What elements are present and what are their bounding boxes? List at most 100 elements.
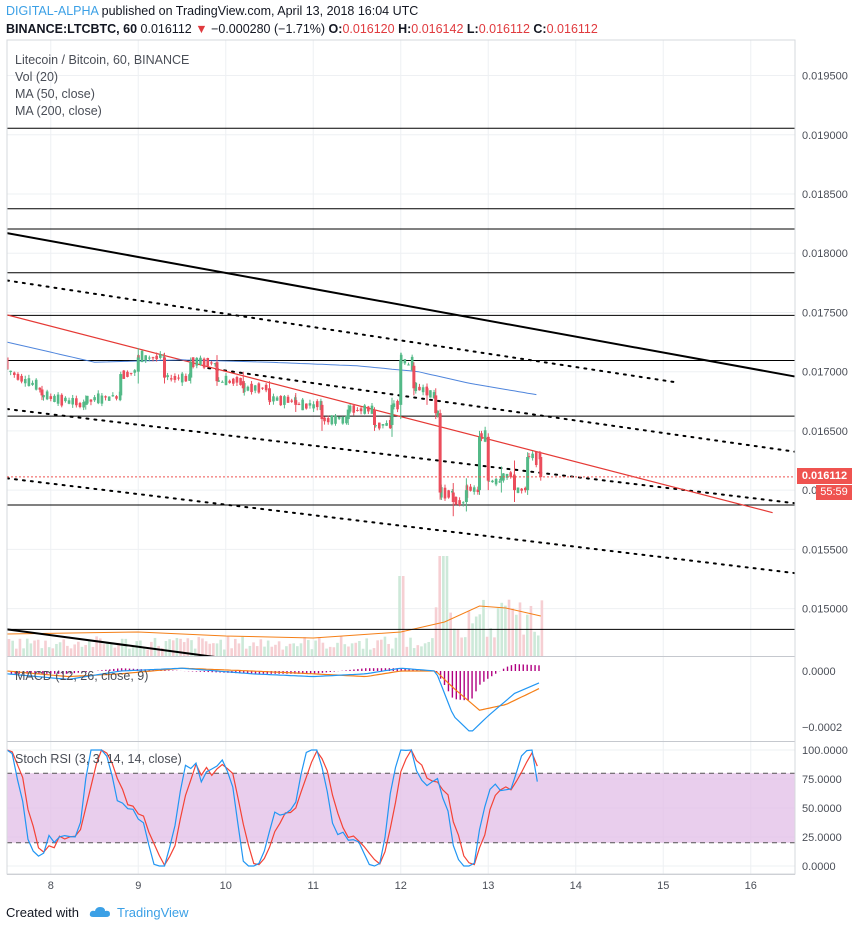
candle-body	[392, 403, 396, 407]
candle-body	[286, 396, 290, 403]
volume-bar	[540, 600, 544, 656]
tradingview-link[interactable]: TradingView	[117, 905, 189, 920]
volume-bar	[84, 645, 87, 656]
trendline	[7, 232, 795, 378]
volume-bar	[80, 646, 84, 656]
volume-bar	[25, 638, 29, 656]
tradingview-cloud-icon	[89, 906, 111, 917]
candle-body	[305, 403, 308, 409]
candle-body	[93, 397, 96, 401]
candle-body	[210, 362, 213, 364]
chart-border	[6, 39, 796, 875]
volume-bar	[380, 639, 383, 656]
volume-bar	[252, 642, 255, 656]
volume-bar	[347, 646, 350, 656]
volume-bar	[255, 646, 259, 656]
volume-bar	[361, 648, 365, 656]
candle-body	[443, 487, 447, 499]
volume-bar	[409, 637, 412, 656]
volume-bar	[460, 637, 463, 656]
volume-bar	[321, 642, 325, 656]
stoch-tick-label: 25.0000	[802, 832, 842, 844]
volume-bar	[182, 642, 186, 656]
ohlc-line: BINANCE:LTCBTC, 60 0.016112 ▼ −0.000280 …	[6, 22, 598, 36]
volume-bar	[241, 636, 244, 656]
stoch-tick-label: 75.0000	[802, 774, 842, 786]
candle-body	[202, 358, 206, 368]
candle-body	[228, 380, 231, 383]
publish-line: DIGITAL-ALPHA published on TradingView.c…	[6, 4, 418, 18]
candle-body	[283, 396, 286, 405]
candle-body	[359, 408, 363, 412]
low-value: 0.016112	[478, 22, 530, 36]
candle-body	[498, 481, 502, 483]
candle-body	[264, 384, 268, 391]
candle-body	[294, 400, 298, 405]
stoch-band-fill	[7, 773, 795, 843]
volume-bar	[171, 640, 175, 656]
volume-bar	[449, 612, 452, 656]
horizontal-levels[interactable]	[7, 127, 795, 630]
candle-body	[464, 490, 468, 502]
candle-body	[217, 380, 220, 382]
candle-body	[118, 391, 122, 401]
publisher-name[interactable]: DIGITAL-ALPHA	[6, 4, 99, 18]
candle-body	[429, 390, 432, 398]
candle-body	[42, 395, 45, 398]
volume-bar	[434, 607, 438, 656]
x-tick-label: 11	[308, 880, 319, 892]
volume-bar	[219, 639, 222, 656]
candle-body	[7, 357, 9, 370]
y-tick-label: 0.018000	[802, 248, 848, 260]
candle-body	[177, 377, 180, 379]
candle-body	[454, 497, 458, 505]
volume-bar	[164, 641, 168, 656]
candle-body	[381, 424, 385, 426]
volume-bar	[354, 642, 358, 656]
volume-bar	[438, 556, 441, 656]
candle-body	[184, 375, 188, 382]
x-tick-label: 8	[48, 880, 54, 892]
symbol-line: BINANCE:LTCBTC, 60	[6, 22, 138, 36]
volume-bar	[292, 643, 295, 656]
candle-body	[253, 385, 257, 391]
y-tick-label: 0.019000	[802, 130, 848, 142]
volume-bar	[533, 631, 536, 656]
volume-bar	[467, 611, 471, 656]
stoch-label: Stoch RSI (3, 3, 14, 14, close)	[15, 752, 182, 766]
legend-title: Litecoin / Bitcoin, 60, BINANCE	[15, 53, 190, 67]
candle-body	[326, 418, 330, 423]
volume-bar	[244, 648, 248, 656]
trendline	[7, 314, 773, 514]
candle-body	[104, 396, 107, 398]
candle-body	[524, 487, 527, 491]
candles	[7, 348, 543, 517]
volume-bar	[350, 643, 354, 656]
candle-body	[213, 363, 217, 365]
trendlines[interactable]	[7, 232, 795, 662]
candle-body	[27, 378, 31, 386]
candle-body	[476, 489, 480, 493]
candle-body	[215, 362, 219, 382]
candle-body	[330, 415, 334, 425]
volume-bar	[412, 648, 416, 656]
volume-bar	[69, 648, 73, 656]
volume-bar	[58, 642, 62, 656]
candle-body	[268, 388, 271, 401]
candle-body	[290, 400, 293, 402]
volume-bar	[153, 637, 157, 656]
candle-body	[432, 392, 436, 399]
candle-body	[341, 416, 345, 424]
candle-body	[155, 355, 158, 360]
candle-body	[159, 354, 162, 358]
candle-body	[516, 487, 520, 493]
volume-bar	[489, 628, 493, 656]
volume-bar	[398, 576, 401, 656]
candle-body	[334, 415, 337, 424]
candle-body	[239, 377, 242, 385]
volume-bar	[529, 605, 533, 656]
candle-body	[451, 492, 455, 502]
moving-averages	[7, 341, 537, 396]
volume-bar	[536, 635, 540, 656]
